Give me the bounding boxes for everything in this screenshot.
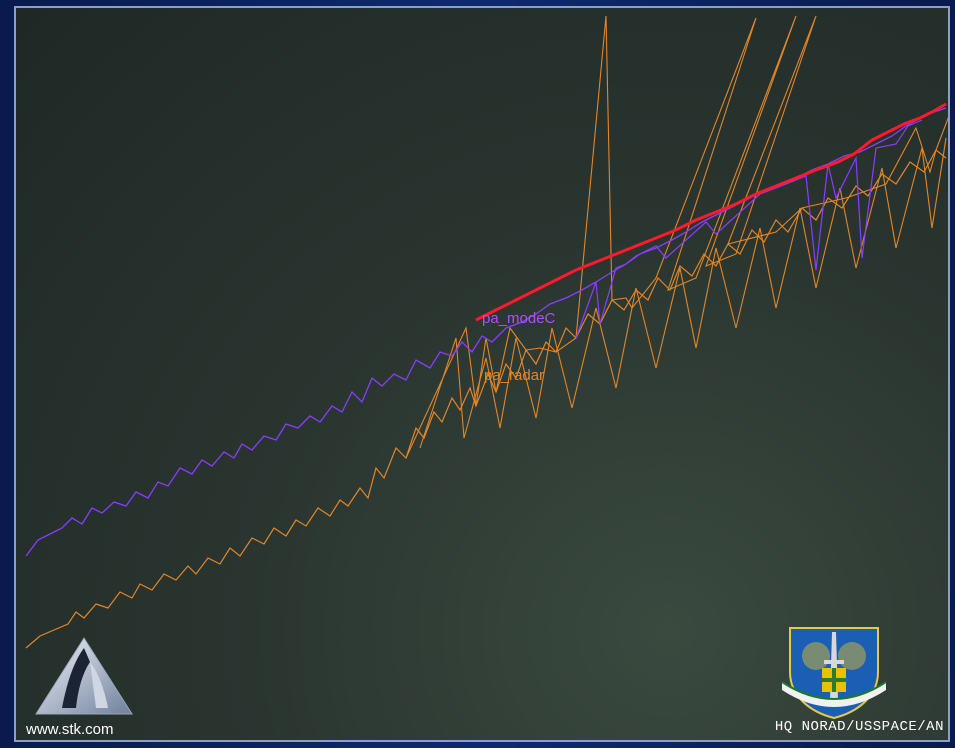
modec-track xyxy=(25,107,947,557)
stk-url-link[interactable]: www.stk.com xyxy=(26,721,114,738)
org-caption: HQ NORAD/USSPACE/AN xyxy=(774,719,944,735)
highlight-track xyxy=(475,102,947,322)
radar-spikes xyxy=(405,15,948,459)
norad-seal-icon xyxy=(781,627,887,720)
stk-logo-icon xyxy=(35,637,133,715)
track-label-radar: pa_radar xyxy=(484,367,545,384)
track-label-modec: pa_modeC xyxy=(482,310,556,327)
radar-spikes-2 xyxy=(419,137,947,449)
track-visualization xyxy=(25,15,948,649)
viewport-3d[interactable]: pa_modeC pa_radar www.stk.com HQ NORAD/U… xyxy=(14,6,950,742)
modec-spikes xyxy=(575,119,923,339)
radar-track xyxy=(25,149,947,649)
